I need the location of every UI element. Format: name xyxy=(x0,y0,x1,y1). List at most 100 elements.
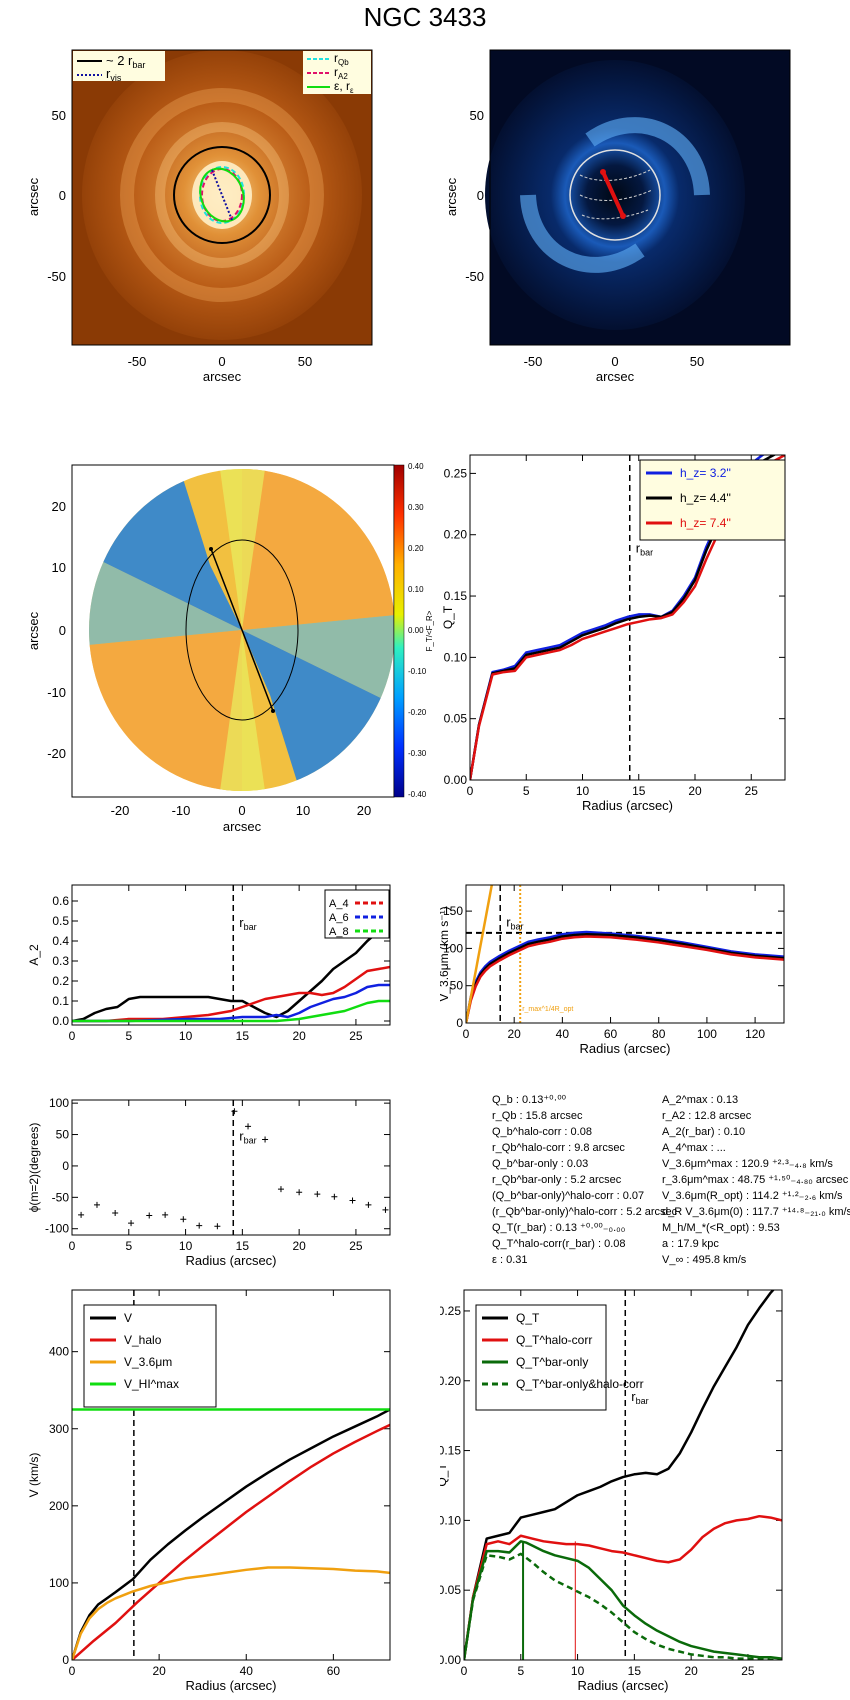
image-left-svg: ~ 2 rbar rvis rQb rA2 ε, rε -50 0 50 50 … xyxy=(26,49,373,384)
rbar-annotation: rbar xyxy=(506,914,523,931)
legend-label: Q_T xyxy=(516,1311,540,1325)
x-tick-label: 0 xyxy=(69,1664,76,1678)
y-tick-label: 0.05 xyxy=(444,712,468,726)
rmax-label: r_max^1/4R_opt xyxy=(522,1006,573,1013)
y-tick-label: 0.15 xyxy=(440,1444,461,1458)
series-line xyxy=(72,965,390,1023)
x-tick-label: 40 xyxy=(556,1027,570,1041)
chart-vdecomp: 0 20 40 60 0 100 200 300 400 Radius (arcsec) V (km… xyxy=(20,1280,420,1695)
series-line xyxy=(72,1566,390,1660)
data-point xyxy=(128,1220,135,1227)
bar-axis xyxy=(601,171,625,217)
legend-label: A_8 xyxy=(329,926,349,938)
data-point xyxy=(277,1186,284,1193)
y-tick-label: 0.00 xyxy=(440,1653,461,1667)
legend-rbar-label: ~ 2 rbar xyxy=(106,53,145,70)
param-row: V_3.6μm^max : 120.9 ⁺²·³₋₄.₈ km/s xyxy=(662,1158,833,1170)
series-line xyxy=(464,1540,782,1660)
legend-box xyxy=(83,1304,217,1408)
y-tick-label: 0 xyxy=(62,1653,69,1667)
y-tick-label: 0.6 xyxy=(52,894,69,908)
y-tick-label: 50 xyxy=(56,1128,70,1142)
param-row: a : 17.9 kpc xyxy=(662,1238,719,1250)
chart-qt-decomp-svg: 0 5 10 15 20 25 0.00 0.05 0.10 0.15 0.20 0.25 Radius… xyxy=(435,1289,783,1693)
xtick-label: -20 xyxy=(111,803,130,818)
x-tick-label: 25 xyxy=(349,1029,363,1043)
y-tick-label: -100 xyxy=(45,1222,69,1236)
image-panel-right: -50 0 50 50 0 -50 arcsec arcsec xyxy=(440,45,840,390)
y-tick-label: 150 xyxy=(443,904,463,918)
plot-frame xyxy=(71,1099,391,1236)
y-tick-label: -50 xyxy=(52,1190,70,1204)
eps-ellipse xyxy=(199,167,245,223)
param-row: A_4^max : ... xyxy=(662,1142,726,1154)
legend-eps-label: ε, rε xyxy=(334,79,354,95)
y-tick-label: 0.5 xyxy=(52,914,69,928)
legend-box xyxy=(475,1304,607,1411)
series-line xyxy=(464,1514,782,1660)
param-row: r_Qb^halo-corr : 9.8 arcsec xyxy=(492,1142,625,1154)
series-line xyxy=(466,932,784,1023)
y-axis-label: arcsec xyxy=(444,177,459,216)
ytick-label: 0 xyxy=(59,188,66,203)
colorbar-tick: 0.40 xyxy=(408,462,424,471)
data-point xyxy=(112,1210,119,1217)
data-point xyxy=(382,1206,389,1213)
bar-end-marker xyxy=(600,169,606,175)
y-tick-label: 300 xyxy=(49,1422,69,1436)
y-tick-label: 0.20 xyxy=(440,1374,461,1388)
force-map-panel: 0.40 0.30 0.20 0.10 0.00 -0.10 -0.20 -0.… xyxy=(20,445,440,845)
chart-a2: 0 5 10 15 20 25 0.0 0.1 0.2 0.3 0.4 0.5 0.6 A_2 rbar A_… xyxy=(20,875,420,1060)
rbar-circle xyxy=(173,146,271,244)
spiral-arm-1 xyxy=(585,117,710,196)
force-map-disk xyxy=(89,469,395,791)
parameters-right-column: A_2^max : 0.13 r_A2 : 12.8 arcsec A_2(r_… xyxy=(662,1092,850,1268)
data-point xyxy=(296,1189,303,1196)
data-point xyxy=(162,1211,169,1218)
legend-rvis-label: rvis xyxy=(106,66,122,83)
x-tick-label: 20 xyxy=(684,1664,698,1678)
xtick-label: -10 xyxy=(172,803,191,818)
bar-ellipse xyxy=(185,539,299,721)
y-tick-label: 0.15 xyxy=(444,589,468,603)
legend-label: h_z= 4.4'' xyxy=(680,491,731,505)
xtick-label: 20 xyxy=(357,803,371,818)
xtick-label: -50 xyxy=(524,354,543,369)
param-row: Q_T^halo-corr(r_bar) : 0.08 xyxy=(492,1238,626,1250)
plot-frame xyxy=(71,1289,391,1661)
colorbar xyxy=(393,464,405,798)
param-row: r_A2 : 12.8 arcsec xyxy=(662,1110,752,1122)
x-tick-label: 10 xyxy=(179,1239,193,1253)
x-tick-label: 20 xyxy=(508,1027,522,1041)
x-tick-label: 5 xyxy=(517,1664,524,1678)
x-tick-label: 5 xyxy=(125,1239,132,1253)
rbar-annotation: rbar xyxy=(631,1389,648,1406)
plot-frame xyxy=(71,884,391,1026)
force-map-svg: 0.40 0.30 0.20 0.10 0.00 -0.10 -0.20 -0.… xyxy=(26,462,434,834)
x-tick-label: 0 xyxy=(69,1029,76,1043)
x-tick-label: 0 xyxy=(461,1664,468,1678)
data-point xyxy=(180,1216,187,1223)
data-point xyxy=(314,1191,321,1198)
data-point xyxy=(146,1212,153,1219)
series-line xyxy=(72,1423,390,1660)
series-line xyxy=(466,935,784,1023)
colorbar-tick: -0.40 xyxy=(408,790,427,799)
x-axis-label: arcsec xyxy=(596,369,635,384)
y-tick-label: 0.4 xyxy=(52,934,69,948)
plot-frame xyxy=(465,884,785,1024)
data-point xyxy=(78,1211,85,1218)
x-tick-label: 20 xyxy=(292,1239,306,1253)
x-tick-label: 10 xyxy=(179,1029,193,1043)
y-axis-label: V_3.6μm (km s⁻¹) xyxy=(440,906,451,1001)
chart-phase-svg: 0 5 10 15 20 25 -100 -50 0 50 100 Radius (arcsec) ϕ(… xyxy=(27,1096,391,1268)
y-tick-label: 0.10 xyxy=(444,650,468,664)
xtick-label: 50 xyxy=(298,354,312,369)
param-row: Q_b^bar-only : 0.03 xyxy=(492,1158,589,1170)
plot-area xyxy=(466,885,784,1023)
x-tick-label: 0 xyxy=(463,1027,470,1041)
x-tick-label: 15 xyxy=(236,1239,250,1253)
legend-label: h_z= 3.2'' xyxy=(680,466,731,480)
x-tick-label: 40 xyxy=(240,1664,254,1678)
image-right-svg: -50 0 50 50 0 -50 arcsec arcsec xyxy=(444,49,791,384)
